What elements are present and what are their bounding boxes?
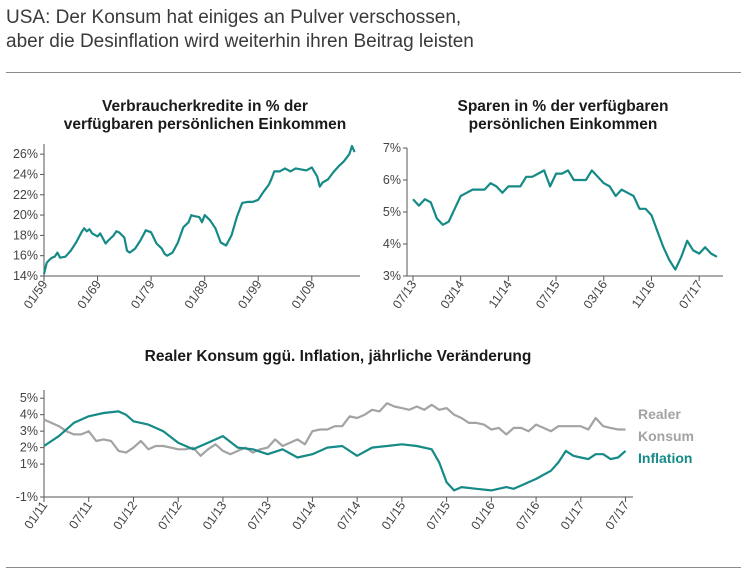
kredite-x-tick-label: 01/69 <box>75 278 104 312</box>
sparen-x-tick-label: 03/16 <box>581 278 610 312</box>
konsum-x-tick-label: 07/16 <box>513 499 542 533</box>
chart-konsum-plot: -1%1%2%3%4%5%01/11 07/11 01/12 07/12 01/13 07… <box>16 390 633 532</box>
chart-sparen-plot: 3%4%5%6%7%07/13 03/14 11/14 07/15 03/16 11/16… <box>383 141 723 311</box>
page-title: USA: Der Konsum hat einiges an Pulver ve… <box>6 6 474 54</box>
kredite-x-tick-label: 01/09 <box>289 278 318 312</box>
konsum-x-tick-label: 01/13 <box>200 499 229 533</box>
konsum-x-tick-label: 01/15 <box>379 499 408 533</box>
konsum-y-tick-label: 3% <box>20 424 38 438</box>
konsum-y-tick-label: 5% <box>20 391 38 405</box>
chart-kredite: Verbraucherkredite in % der verfügbaren … <box>13 98 360 311</box>
kredite-y-tick-label: 14% <box>13 269 38 283</box>
konsum-x-tick-label: 01/17 <box>558 499 587 533</box>
legend-konsum-line-1: Realer <box>638 406 681 422</box>
chart-konsum-title: Realer Konsum ggü. Inflation, jährliche … <box>145 348 532 365</box>
kredite-x-tick-label: 01/89 <box>182 278 211 312</box>
konsum-x-tick-label: 07/17 <box>603 499 632 533</box>
konsum-y-tick-label: 2% <box>20 441 38 455</box>
sparen-y-tick-label: 7% <box>383 141 401 155</box>
sparen-y-tick-label: 5% <box>383 205 401 219</box>
kredite-y-tick-label: 24% <box>13 167 38 181</box>
chart-sparen-title-line-2: persönlichen Einkommen <box>469 116 658 133</box>
kredite-y-tick-label: 16% <box>13 249 38 263</box>
konsum-x-tick-label: 07/12 <box>155 499 184 533</box>
chart-kredite-title-line-2: verfügbaren persönlichen Einkommen <box>64 116 347 133</box>
legend-inflation: Inflation <box>638 450 692 466</box>
konsum-x-tick-label: 01/16 <box>468 499 497 533</box>
konsum-series-realer-konsum <box>43 402 626 457</box>
konsum-x-tick-label: 07/14 <box>334 499 363 533</box>
kredite-series-verbraucherkredite <box>42 144 356 275</box>
kredite-y-tick-label: 22% <box>13 188 38 202</box>
chart-kredite-title-line-1: Verbraucherkredite in % der <box>102 98 308 115</box>
konsum-series-inflation <box>43 410 627 492</box>
kredite-y-tick-label: 18% <box>13 228 38 242</box>
kredite-x-tick-label: 01/99 <box>235 278 264 312</box>
konsum-y-tick-label: 1% <box>20 457 38 471</box>
sparen-y-tick-label: 3% <box>383 269 401 283</box>
sparen-x-tick-label: 11/14 <box>486 278 515 311</box>
konsum-x-tick-label: 07/15 <box>424 499 453 533</box>
legend-konsum-line-2: Konsum <box>638 428 694 444</box>
chart-konsum: Realer Konsum ggü. Inflation, jährliche … <box>16 348 694 532</box>
sparen-x-tick-label: 07/15 <box>533 278 562 312</box>
konsum-y-tick-label: -1% <box>16 490 38 504</box>
sparen-x-tick-label: 03/14 <box>438 278 467 312</box>
konsum-x-tick-label: 07/13 <box>245 499 274 533</box>
kredite-y-tick-label: 26% <box>13 147 38 161</box>
top-divider <box>6 72 741 73</box>
sparen-y-tick-label: 6% <box>383 173 401 187</box>
kredite-y-tick-label: 20% <box>13 208 38 222</box>
konsum-y-tick-label: 4% <box>20 408 38 422</box>
bottom-divider <box>6 567 741 568</box>
title-line-1: USA: Der Konsum hat einiges an Pulver ve… <box>6 7 462 28</box>
chart-sparen-title-line-1: Sparen in % der verfügbaren <box>457 98 668 115</box>
sparen-x-tick-label: 07/17 <box>676 278 705 312</box>
konsum-x-tick-label: 07/11 <box>66 499 95 532</box>
kredite-x-tick-label: 01/79 <box>128 278 157 312</box>
sparen-series-sparquote <box>412 169 718 271</box>
title-line-2: aber die Desinflation wird weiterhin ihr… <box>6 31 474 52</box>
sparen-y-tick-label: 4% <box>383 237 401 251</box>
konsum-x-tick-label: 01/14 <box>289 499 318 533</box>
chart-sparen: Sparen in % der verfügbaren persönlichen… <box>383 98 723 311</box>
konsum-x-tick-label: 01/12 <box>111 499 140 533</box>
sparen-x-tick-label: 11/16 <box>629 278 658 311</box>
chart-kredite-plot: 14%16%18%20%22%24%26%01/59 01/69 01/79 01/8… <box>13 144 360 311</box>
